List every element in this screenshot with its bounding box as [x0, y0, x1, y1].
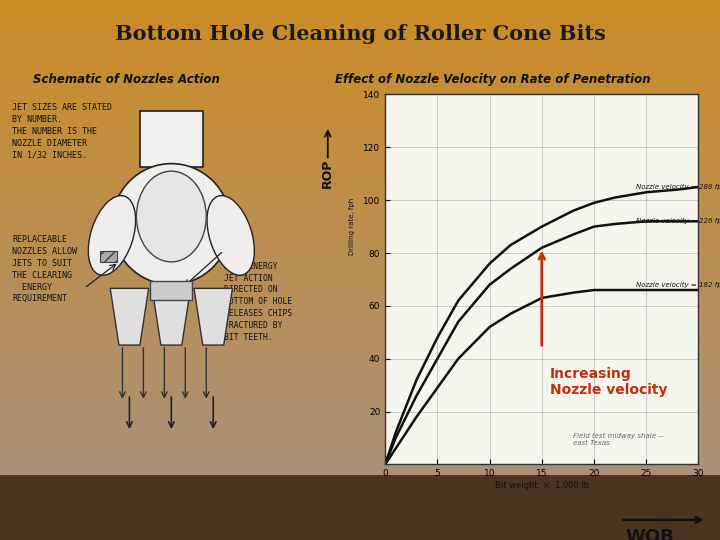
Bar	[150, 281, 192, 300]
Text: REPLACEABLE
NOZZLES ALLOW
JETS TO SUIT
THE CLEARING
  ENERGY
REQUIREMENT: REPLACEABLE NOZZLES ALLOW JETS TO SUIT T…	[12, 235, 78, 303]
Text: Bottom Hole Cleaning of Roller Cone Bits: Bottom Hole Cleaning of Roller Cone Bits	[114, 24, 606, 44]
X-axis label: Bit weight  ×  1,000 lb: Bit weight × 1,000 lb	[495, 481, 589, 490]
Text: WOB: WOB	[625, 528, 674, 540]
Text: Increasing
Nozzle velocity: Increasing Nozzle velocity	[550, 367, 667, 397]
Polygon shape	[194, 288, 233, 345]
Ellipse shape	[112, 164, 230, 285]
Polygon shape	[152, 288, 191, 345]
Text: Nozzle velocity = 286 fps: Nozzle velocity = 286 fps	[636, 184, 720, 190]
Text: HIGH ENERGY
JET ACTION
DIRECTED ON
BOTTOM OF HOLE
RELEASES CHIPS
FRACTURED BY
BI: HIGH ENERGY JET ACTION DIRECTED ON BOTTO…	[224, 262, 292, 342]
Text: Nozzle velocity = 226 fps: Nozzle velocity = 226 fps	[636, 218, 720, 225]
Text: JET SIZES ARE STATED
BY NUMBER.
THE NUMBER IS THE
NOZZLE DIAMETER
IN 1/32 INCHES: JET SIZES ARE STATED BY NUMBER. THE NUMB…	[12, 103, 112, 159]
Text: ROP: ROP	[321, 159, 334, 188]
Ellipse shape	[89, 195, 135, 275]
Text: Schematic of Nozzles Action: Schematic of Nozzles Action	[32, 73, 220, 86]
Polygon shape	[110, 288, 148, 345]
Text: Field test midway shale --
east Texas: Field test midway shale -- east Texas	[573, 433, 663, 446]
Ellipse shape	[207, 195, 254, 275]
Ellipse shape	[136, 171, 206, 262]
Bar	[0, 475, 720, 540]
Bar	[140, 111, 203, 167]
Bar	[100, 251, 117, 262]
Text: Nozzle velocity = 182 fps: Nozzle velocity = 182 fps	[636, 282, 720, 288]
Text: Effect of Nozzle Velocity on Rate of Penetration: Effect of Nozzle Velocity on Rate of Pen…	[336, 73, 651, 86]
Text: Drilling rate, fph: Drilling rate, fph	[348, 198, 355, 255]
Text: 12: 12	[657, 514, 673, 526]
